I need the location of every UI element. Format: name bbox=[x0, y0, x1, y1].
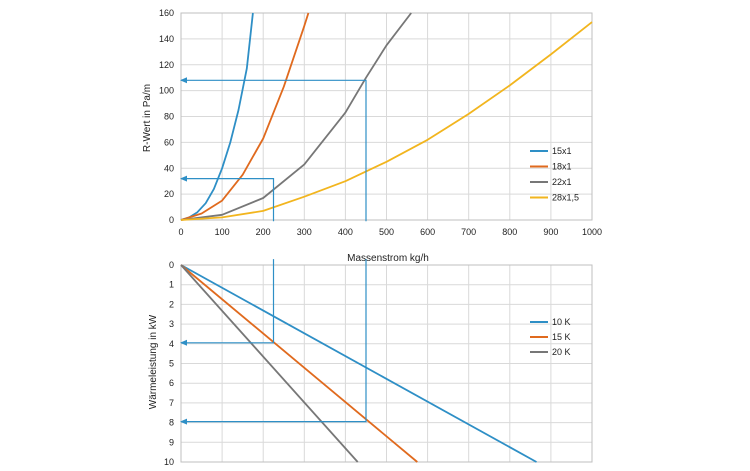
bottom-grid bbox=[180, 264, 593, 463]
top-legend-label: 22x1 bbox=[552, 177, 572, 187]
top-legend: 15x1 18x1 22x1 28x1,5 bbox=[530, 146, 579, 203]
top-x-tick-label: 0 bbox=[178, 227, 183, 237]
bottom-y-tick-label: 6 bbox=[169, 378, 174, 388]
top-y-tick-labels: 0 20 40 60 80 100 120 140 160 bbox=[159, 8, 174, 225]
bottom-legend-label: 20 K bbox=[552, 347, 571, 357]
top-x-tick-labels: 0 100 200 300 400 500 600 700 800 900 1000 bbox=[178, 227, 602, 237]
top-series-line bbox=[180, 12, 310, 221]
bottom-y-tick-label: 10 bbox=[164, 457, 174, 467]
bottom-y-tick-label: 5 bbox=[169, 359, 174, 369]
bottom-series-lines bbox=[180, 264, 537, 463]
bottom-legend-label: 10 K bbox=[552, 317, 571, 327]
top-x-axis-label: Massenstrom kg/h bbox=[347, 253, 429, 264]
top-grid bbox=[180, 12, 593, 221]
bottom-y-axis-label: Wärmeleistung in kW bbox=[148, 314, 159, 409]
top-x-tick-label: 600 bbox=[420, 227, 435, 237]
bottom-series-line bbox=[180, 264, 359, 463]
top-legend-label: 18x1 bbox=[552, 162, 572, 172]
bottom-y-tick-label: 0 bbox=[169, 260, 174, 270]
bottom-y-tick-label: 9 bbox=[169, 437, 174, 447]
top-y-tick-label: 60 bbox=[164, 137, 174, 147]
top-y-tick-label: 40 bbox=[164, 163, 174, 173]
top-legend-label: 28x1,5 bbox=[552, 193, 579, 203]
top-x-tick-label: 300 bbox=[297, 227, 312, 237]
bottom-y-tick-labels: 0 1 2 3 4 5 6 7 8 9 10 bbox=[164, 260, 174, 467]
bottom-series-line bbox=[180, 264, 537, 463]
top-plot-border bbox=[180, 12, 593, 221]
bottom-series-line bbox=[180, 264, 418, 463]
bottom-arrow bbox=[180, 259, 367, 425]
top-y-tick-label: 140 bbox=[159, 34, 174, 44]
bottom-arrow bbox=[180, 259, 275, 346]
bottom-y-tick-label: 7 bbox=[169, 398, 174, 408]
bottom-chart: 0 1 2 3 4 5 6 7 8 9 10 10 K 15 K 20 K Wärmeleistung … bbox=[148, 259, 593, 467]
bottom-y-tick-label: 4 bbox=[169, 339, 174, 349]
top-x-tick-label: 100 bbox=[215, 227, 230, 237]
bottom-legend: 10 K 15 K 20 K bbox=[530, 317, 571, 357]
top-series-line bbox=[180, 12, 412, 221]
top-chart: 0 100 200 300 400 500 600 700 800 900 1000 0 20 40 60… bbox=[142, 8, 602, 264]
top-x-tick-label: 1000 bbox=[582, 227, 602, 237]
top-arrows bbox=[180, 77, 367, 222]
bottom-plot-border bbox=[180, 264, 593, 463]
bottom-arrows bbox=[180, 259, 367, 425]
top-x-tick-label: 400 bbox=[338, 227, 353, 237]
top-y-axis-label: R-Wert in Pa/m bbox=[142, 84, 153, 152]
top-x-tick-label: 800 bbox=[502, 227, 517, 237]
top-y-tick-label: 120 bbox=[159, 60, 174, 70]
top-y-tick-label: 20 bbox=[164, 189, 174, 199]
top-arrow bbox=[180, 77, 367, 222]
bottom-y-tick-label: 8 bbox=[169, 418, 174, 428]
top-arrow bbox=[180, 175, 275, 222]
bottom-y-tick-label: 3 bbox=[169, 319, 174, 329]
bottom-legend-label: 15 K bbox=[552, 332, 571, 342]
top-y-tick-label: 0 bbox=[169, 215, 174, 225]
top-y-tick-label: 160 bbox=[159, 8, 174, 18]
top-x-tick-label: 700 bbox=[461, 227, 476, 237]
top-y-tick-label: 80 bbox=[164, 112, 174, 122]
top-series-line bbox=[180, 21, 593, 221]
bottom-y-tick-label: 2 bbox=[169, 299, 174, 309]
top-y-tick-label: 100 bbox=[159, 86, 174, 96]
top-x-tick-label: 500 bbox=[379, 227, 394, 237]
top-x-tick-label: 900 bbox=[543, 227, 558, 237]
top-legend-label: 15x1 bbox=[552, 146, 572, 156]
bottom-y-tick-label: 1 bbox=[169, 280, 174, 290]
top-x-tick-label: 200 bbox=[256, 227, 271, 237]
